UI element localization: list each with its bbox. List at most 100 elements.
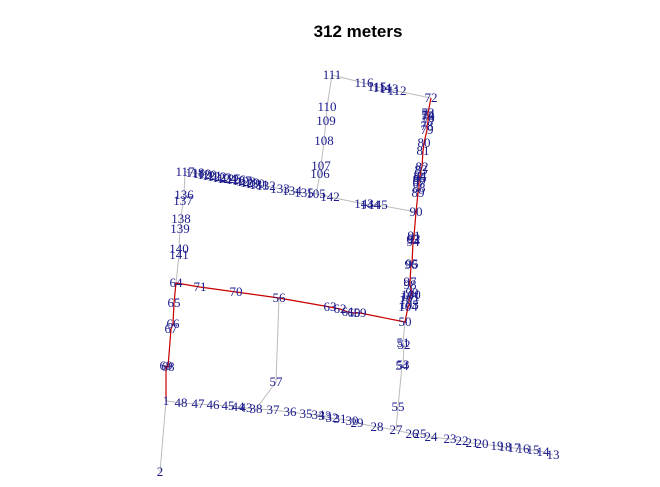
- node-label-46: 46: [207, 397, 221, 412]
- node-label-75: 75: [422, 108, 435, 123]
- node-label-20: 20: [476, 436, 489, 451]
- node-label-35: 35: [300, 406, 313, 421]
- node-label-77: 77: [422, 114, 436, 129]
- node-label-18: 18: [499, 439, 512, 454]
- node-label-113: 113: [379, 81, 398, 96]
- node-label-24: 24: [425, 429, 439, 444]
- diagram-title: 312 meters: [314, 22, 403, 41]
- node-label-106: 106: [310, 166, 330, 181]
- node-label-90: 90: [410, 204, 423, 219]
- node-label-61: 61: [342, 304, 355, 319]
- node-label-70: 70: [230, 284, 243, 299]
- node-label-15: 15: [527, 442, 540, 457]
- node-label-111: 111: [323, 67, 342, 82]
- node-label-64: 64: [170, 275, 184, 290]
- node-label-86: 86: [413, 172, 427, 187]
- node-label-63: 63: [324, 299, 337, 314]
- node-label-107: 107: [311, 158, 331, 173]
- node-label-47: 47: [192, 396, 206, 411]
- node-label-138: 138: [171, 211, 191, 226]
- node-label-53: 53: [397, 357, 410, 372]
- node-label-117: 117: [175, 164, 195, 179]
- edge-1: [159, 400, 167, 473]
- edge-10: [255, 297, 280, 410]
- node-label-116: 116: [354, 75, 374, 90]
- node-label-92: 92: [408, 231, 421, 246]
- node-label-134: 134: [282, 183, 302, 198]
- node-label-73: 73: [422, 105, 435, 120]
- node-label-76: 76: [422, 110, 436, 125]
- node-label-85: 85: [414, 170, 427, 185]
- node-label-118: 118: [185, 165, 204, 180]
- node-label-99: 99: [406, 285, 419, 300]
- node-label-100: 100: [401, 287, 421, 302]
- node-label-135: 135: [294, 185, 314, 200]
- node-label-129: 129: [240, 175, 260, 190]
- node-label-121: 121: [202, 168, 222, 183]
- node-label-94: 94: [407, 234, 421, 249]
- node-label-54: 54: [396, 358, 410, 373]
- node-label-123: 123: [212, 170, 232, 185]
- node-label-65: 65: [168, 295, 181, 310]
- node-label-22: 22: [456, 433, 469, 448]
- node-label-95: 95: [406, 256, 419, 271]
- node-label-56: 56: [273, 290, 287, 305]
- node-label-112: 112: [387, 83, 406, 98]
- route-line: [165, 97, 432, 401]
- node-label-87: 87: [413, 174, 427, 189]
- node-label-119: 119: [192, 166, 211, 181]
- node-label-34: 34: [312, 407, 326, 422]
- node-label-96: 96: [405, 257, 419, 272]
- node-label-133: 133: [270, 181, 290, 196]
- node-label-50: 50: [399, 314, 412, 329]
- node-label-122: 122: [207, 169, 227, 184]
- node-label-128: 128: [236, 174, 256, 189]
- edge-5: [184, 171, 417, 213]
- node-label-141: 141: [169, 247, 189, 262]
- node-label-79: 79: [421, 122, 434, 137]
- node-label-97: 97: [404, 274, 418, 289]
- node-label-84: 84: [414, 168, 428, 183]
- node-label-78: 78: [421, 118, 434, 133]
- node-label-16: 16: [517, 441, 531, 456]
- node-label-23: 23: [444, 431, 457, 446]
- edge-7: [331, 74, 432, 99]
- node-label-62: 62: [334, 301, 347, 316]
- node-label-29: 29: [351, 415, 364, 430]
- highlighted-route: [165, 97, 432, 401]
- node-label-130: 130: [245, 176, 265, 191]
- node-label-98: 98: [404, 277, 417, 292]
- node-label-101: 101: [400, 289, 420, 304]
- node-label-17: 17: [508, 440, 522, 455]
- node-label-68: 68: [162, 359, 175, 374]
- node-label-140: 140: [169, 241, 189, 256]
- node-label-37: 37: [267, 402, 281, 417]
- edge-11: [395, 321, 406, 431]
- node-label-45: 45: [222, 398, 235, 413]
- node-label-48: 48: [175, 395, 188, 410]
- node-label-132: 132: [256, 178, 276, 193]
- node-label-25: 25: [414, 426, 427, 441]
- node-label-66: 66: [167, 316, 181, 331]
- node-label-59: 59: [354, 305, 367, 320]
- node-label-52: 52: [398, 337, 411, 352]
- node-label-19: 19: [491, 438, 504, 453]
- node-label-102: 102: [399, 292, 419, 307]
- node-label-1: 1: [163, 393, 170, 408]
- node-label-2: 2: [157, 464, 164, 479]
- node-label-27: 27: [390, 422, 404, 437]
- node-label-74: 74: [422, 107, 436, 122]
- node-label-33: 33: [319, 408, 332, 423]
- node-label-67: 67: [165, 321, 179, 336]
- node-label-21: 21: [466, 435, 479, 450]
- node-label-71: 71: [194, 279, 207, 294]
- node-label-144: 144: [360, 197, 380, 212]
- node-label-80: 80: [418, 135, 431, 150]
- node-label-60: 60: [348, 305, 361, 320]
- node-label-143: 143: [354, 196, 374, 211]
- node-label-125: 125: [221, 171, 241, 186]
- node-label-43: 43: [240, 400, 253, 415]
- node-label-142: 142: [320, 189, 340, 204]
